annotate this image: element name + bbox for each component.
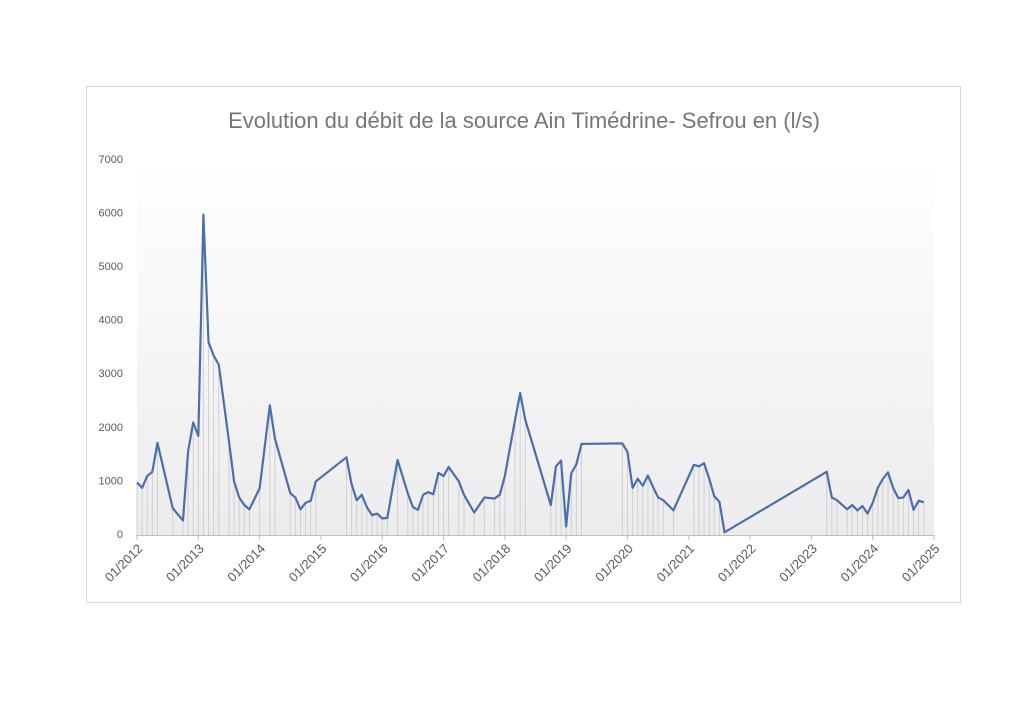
y-tick-label: 3000 [99, 368, 123, 380]
chart-title: Evolution du débit de la source Ain Timé… [228, 108, 820, 133]
y-tick-label: 1000 [99, 475, 123, 487]
y-tick-label: 4000 [99, 315, 123, 327]
y-tick-label: 5000 [99, 261, 123, 273]
y-tick-label: 0 [117, 529, 123, 541]
data-line [136, 213, 925, 534]
y-tick-label: 2000 [99, 422, 123, 434]
y-tick-label: 6000 [99, 207, 123, 219]
y-tick-label: 7000 [99, 154, 123, 166]
